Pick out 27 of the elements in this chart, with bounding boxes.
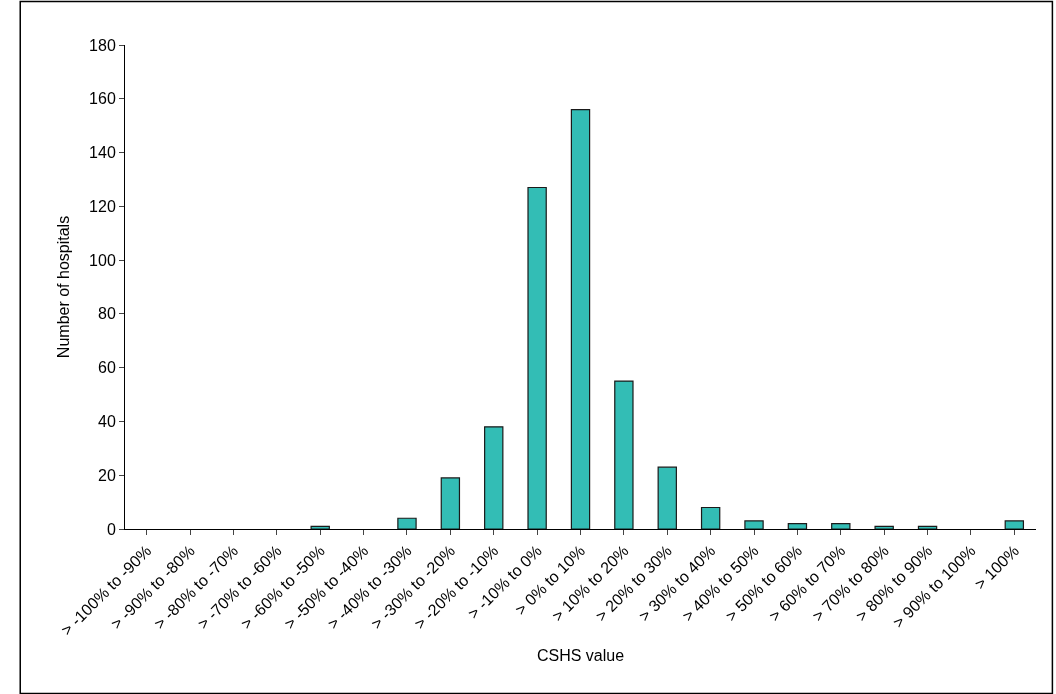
bar [744,520,764,529]
bar [310,525,330,529]
y-tick-label: 80 [98,305,116,323]
y-tick-label: 40 [98,413,116,431]
y-axis-title: Number of hospitals [55,215,72,359]
bar [527,186,547,529]
bar [787,523,808,529]
y-tick-label: 140 [89,144,116,162]
bar [440,477,461,529]
bar [700,506,721,529]
y-tick-label: 100 [89,251,116,269]
bar [831,523,851,529]
bar [657,466,677,529]
x-axis-title: CSHS value [536,647,625,665]
bar [397,517,417,529]
y-tick-label: 60 [98,359,116,377]
bar [570,108,591,529]
bar [1004,520,1025,529]
y-tick-label: 180 [89,36,116,54]
y-tick-label: 20 [98,466,116,484]
bar [484,426,504,529]
bar [614,380,634,529]
y-tick-label: 160 [89,90,116,108]
y-tick-label: 120 [89,197,116,215]
bar [874,525,894,529]
y-tick-label: 0 [106,520,116,538]
bar [917,525,938,529]
